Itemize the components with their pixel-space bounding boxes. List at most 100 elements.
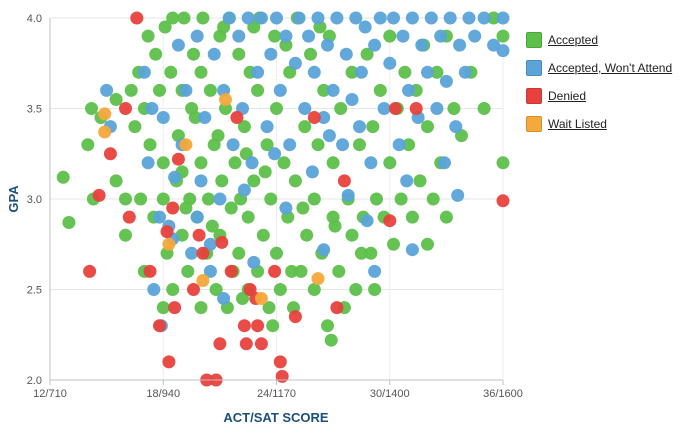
data-point <box>166 283 180 296</box>
data-point <box>353 138 366 152</box>
legend-item[interactable]: Wait Listed <box>526 114 672 134</box>
data-point <box>247 255 261 269</box>
legend-swatch <box>526 60 542 76</box>
data-point <box>326 156 340 170</box>
data-point <box>336 138 350 152</box>
data-point <box>360 214 374 228</box>
data-point <box>487 38 501 52</box>
data-point <box>368 38 382 52</box>
data-point <box>305 165 319 179</box>
data-point <box>400 174 414 188</box>
data-point <box>345 228 359 242</box>
data-point <box>447 102 461 115</box>
data-point <box>394 192 408 206</box>
legend-swatch <box>526 88 542 104</box>
data-point <box>134 192 148 206</box>
data-point <box>251 319 265 333</box>
data-point <box>345 65 359 79</box>
data-point <box>496 194 510 208</box>
data-point <box>158 20 172 34</box>
data-point <box>141 156 155 170</box>
data-point <box>321 38 334 52</box>
data-point <box>270 102 283 115</box>
data-point <box>209 283 223 296</box>
data-point <box>237 120 251 134</box>
data-point <box>330 301 344 315</box>
legend-label: Wait Listed <box>548 117 607 131</box>
legend-item[interactable]: Denied <box>526 86 672 106</box>
data-point <box>254 337 268 351</box>
data-point <box>98 107 112 121</box>
data-point <box>383 214 397 228</box>
legend-item[interactable]: Accepted <box>526 30 672 50</box>
data-point <box>85 102 98 115</box>
data-point <box>366 120 380 134</box>
y-tick-label: 3.0 <box>27 194 42 206</box>
data-point <box>254 292 268 305</box>
legend-swatch <box>526 116 542 132</box>
data-point <box>322 129 336 143</box>
data-point <box>268 29 282 43</box>
legend-item[interactable]: Accepted, Won't Attend <box>526 58 672 78</box>
data-point <box>324 333 338 347</box>
data-point <box>258 165 272 179</box>
data-point <box>468 29 482 43</box>
data-point <box>415 38 429 52</box>
data-point <box>373 11 387 25</box>
y-axis-ticks: 2.0 2.5 3.0 3.5 4.0 <box>27 13 42 387</box>
data-point <box>251 65 265 79</box>
data-point <box>317 83 331 97</box>
data-point <box>256 228 270 242</box>
data-point <box>334 102 348 115</box>
data-point <box>56 170 70 184</box>
data-point <box>405 243 419 257</box>
data-point <box>153 319 166 333</box>
data-point <box>439 74 453 88</box>
data-point <box>328 219 342 233</box>
data-point <box>217 292 231 305</box>
data-point <box>345 93 359 106</box>
data-point <box>487 11 501 25</box>
data-point <box>247 174 261 188</box>
data-point <box>62 216 76 229</box>
data-point <box>349 283 363 296</box>
data-point <box>203 83 217 97</box>
data-point <box>311 11 325 25</box>
data-point <box>166 11 180 25</box>
data-point <box>196 246 210 260</box>
data-point <box>307 192 321 206</box>
data-point <box>496 44 510 58</box>
y-tick-label: 2.5 <box>27 285 42 297</box>
data-points <box>56 11 510 387</box>
data-point <box>387 11 400 25</box>
data-point <box>388 102 402 115</box>
data-point <box>203 237 217 251</box>
data-point <box>207 47 221 61</box>
data-point <box>421 120 434 134</box>
data-point <box>202 192 215 206</box>
data-point <box>277 156 291 170</box>
data-point <box>413 174 427 188</box>
data-point <box>188 111 202 124</box>
data-point <box>237 319 251 333</box>
legend-swatch <box>526 32 542 48</box>
data-point <box>215 235 229 249</box>
data-point <box>273 355 287 369</box>
data-point <box>477 102 491 115</box>
data-point <box>279 29 293 43</box>
data-point <box>83 264 97 278</box>
data-point <box>162 237 176 251</box>
data-point <box>237 183 251 197</box>
data-point <box>298 120 312 134</box>
data-point <box>196 274 210 287</box>
data-point <box>205 219 219 233</box>
data-point <box>260 138 274 152</box>
x-tick-label: 18/940 <box>146 388 180 400</box>
data-point <box>449 120 463 134</box>
data-point <box>228 156 242 170</box>
y-axis-title: GPA <box>6 185 21 213</box>
data-point <box>211 129 225 143</box>
data-point <box>181 264 195 278</box>
data-point <box>270 11 283 25</box>
legend-label: Accepted, Won't Attend <box>548 61 673 75</box>
